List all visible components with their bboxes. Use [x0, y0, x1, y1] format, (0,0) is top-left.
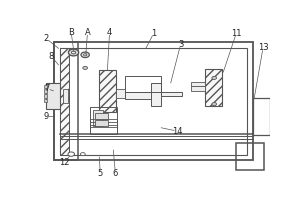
Text: A: A — [85, 28, 90, 37]
Bar — [125, 92, 152, 99]
Circle shape — [80, 153, 85, 156]
Bar — [90, 119, 117, 122]
Bar — [44, 89, 47, 93]
Circle shape — [81, 52, 89, 58]
Text: 13: 13 — [258, 43, 268, 52]
Bar — [44, 99, 47, 102]
Bar — [191, 86, 206, 91]
Bar — [99, 70, 116, 112]
Text: 3: 3 — [178, 40, 183, 49]
Circle shape — [83, 54, 87, 56]
Circle shape — [68, 152, 74, 156]
Bar — [95, 120, 108, 126]
Bar — [116, 89, 125, 98]
Bar — [191, 82, 206, 86]
Circle shape — [212, 103, 217, 106]
Bar — [90, 125, 117, 127]
Bar — [44, 85, 47, 88]
Bar — [63, 89, 68, 103]
Circle shape — [71, 51, 76, 54]
Bar — [125, 76, 161, 92]
Text: 9: 9 — [44, 112, 49, 121]
Bar — [60, 48, 247, 155]
Text: 1: 1 — [151, 29, 156, 38]
Bar — [54, 42, 253, 160]
Text: 6: 6 — [113, 169, 118, 178]
Bar — [44, 94, 47, 98]
Text: 5: 5 — [98, 169, 103, 178]
Bar — [151, 83, 161, 106]
Bar — [205, 69, 222, 106]
Bar — [236, 143, 264, 170]
Text: 2: 2 — [44, 34, 49, 43]
Text: 7: 7 — [45, 84, 50, 93]
Text: 14: 14 — [172, 127, 182, 136]
Bar — [93, 110, 103, 126]
Circle shape — [68, 49, 79, 56]
Circle shape — [212, 76, 217, 79]
Text: 8: 8 — [49, 52, 54, 61]
Bar — [90, 107, 117, 134]
Text: B: B — [68, 28, 74, 37]
Bar — [161, 92, 182, 96]
Text: 12: 12 — [59, 158, 70, 167]
Bar — [95, 113, 108, 119]
Text: 4: 4 — [107, 28, 112, 37]
Bar — [54, 42, 78, 160]
Bar — [253, 98, 270, 135]
Bar — [60, 48, 69, 155]
Circle shape — [83, 66, 88, 69]
Text: 11: 11 — [231, 29, 242, 38]
Bar — [46, 83, 60, 109]
